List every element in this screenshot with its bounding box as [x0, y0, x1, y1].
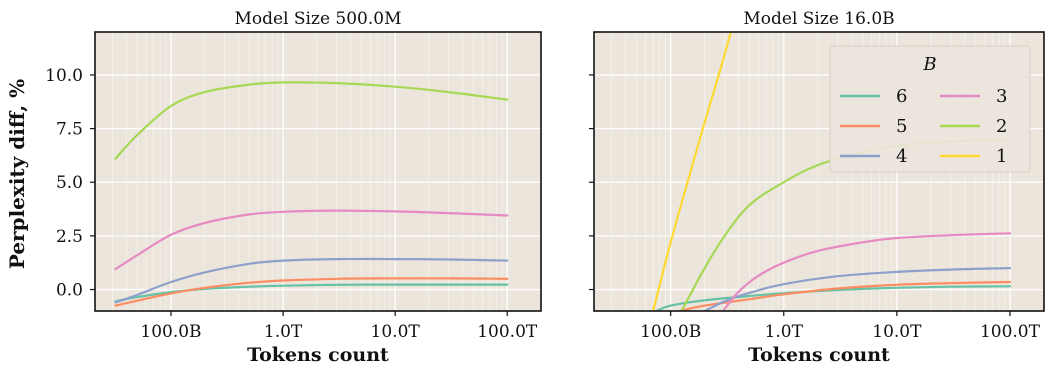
x-tick-label: 10.0T — [371, 322, 421, 342]
series-5-line — [114, 277, 509, 307]
y-tick-label: 5.0 — [56, 173, 83, 193]
axes-frame — [593, 31, 1045, 312]
legend-title: B — [922, 54, 936, 75]
y-tick-label: 2.5 — [56, 227, 83, 247]
x-tick-label: 10.0T — [872, 322, 922, 342]
series-2-line — [114, 81, 509, 160]
legend-label: 3 — [996, 86, 1007, 107]
y-tick-label: 7.5 — [56, 120, 83, 140]
series-4-line — [703, 267, 1012, 311]
legend-label: 5 — [896, 116, 907, 137]
plot-area — [95, 32, 541, 311]
major-grid — [95, 32, 541, 311]
series-lines — [114, 81, 509, 307]
series-1-line — [652, 32, 732, 311]
y-tick-label: 10.0 — [45, 66, 83, 86]
series-3-line — [114, 209, 509, 271]
series-5-line — [678, 280, 1012, 311]
x-tick-label: 100.0B — [140, 322, 201, 342]
legend-label: 2 — [996, 116, 1007, 137]
y-axis-label: Perplexity diff, % — [5, 79, 29, 269]
panel-title: Model Size 500.0M — [234, 9, 401, 29]
x-axis-label: Tokens count — [247, 344, 389, 366]
series-3-line — [721, 232, 1012, 311]
legend-label: 1 — [996, 146, 1007, 167]
minor-grid — [112, 32, 503, 311]
series-6-line — [114, 283, 509, 303]
series-4-line — [114, 257, 509, 304]
x-tick-label: 100.0T — [980, 322, 1041, 342]
panel-title: Model Size 16.0B — [743, 9, 894, 29]
legend-label: 6 — [896, 86, 907, 107]
y-tick-label: 0.0 — [56, 281, 83, 301]
x-tick-label: 1.0T — [264, 322, 303, 342]
x-tick-label: 1.0T — [765, 322, 804, 342]
legend-label: 4 — [896, 146, 907, 167]
x-tick-label: 100.0T — [477, 322, 538, 342]
panel-2: 100.0B 1.0T 10.0T 100.0T Model Size 16.0B Tok… — [589, 9, 1045, 366]
x-axis-label: Tokens count — [748, 344, 890, 366]
panel-1: 100.0B 1.0T 10.0T 100.0T 0.0 2.5 5.0 7.5 10.0 Mod… — [45, 9, 542, 366]
x-tick-label: 100.0B — [640, 322, 701, 342]
legend-box — [829, 45, 1031, 173]
axes-frame — [94, 31, 542, 312]
legend: B6 5 4 3 2 1 — [829, 45, 1031, 173]
